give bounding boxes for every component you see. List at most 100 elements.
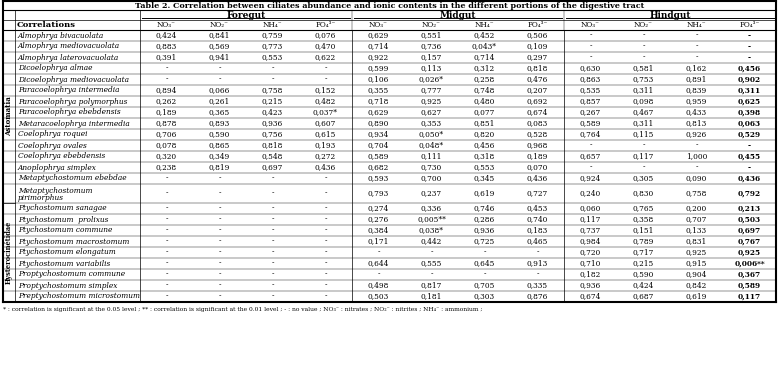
Text: -: - (165, 204, 167, 213)
Text: 0,704: 0,704 (368, 142, 390, 149)
Text: 0,841: 0,841 (209, 31, 230, 40)
Text: 0,925: 0,925 (421, 97, 442, 106)
Text: 0,629: 0,629 (368, 31, 390, 40)
Text: 0,720: 0,720 (580, 248, 601, 256)
Text: 0,529: 0,529 (738, 130, 761, 139)
Text: 0,037*: 0,037* (313, 109, 338, 116)
Text: 0,286: 0,286 (474, 215, 495, 223)
Text: Ptychostomum macrostomum: Ptychostomum macrostomum (18, 237, 129, 246)
Text: 0,590: 0,590 (633, 270, 654, 279)
Text: -: - (324, 76, 326, 83)
Text: 0,819: 0,819 (209, 163, 230, 171)
Text: 0,367: 0,367 (738, 270, 761, 279)
Text: 0,109: 0,109 (527, 43, 548, 50)
Text: -: - (589, 54, 592, 62)
Text: PO₄³⁻: PO₄³⁻ (527, 21, 548, 29)
Text: 0,813: 0,813 (686, 120, 707, 128)
Text: 0,238: 0,238 (156, 163, 177, 171)
Text: 0,746: 0,746 (474, 204, 495, 213)
Text: 0,630: 0,630 (580, 64, 601, 73)
Text: Anoplophrya simplex: Anoplophrya simplex (18, 163, 97, 171)
Text: 0,436: 0,436 (315, 163, 336, 171)
Text: -: - (536, 248, 539, 256)
Text: 0,615: 0,615 (315, 130, 337, 139)
Text: 0,311: 0,311 (633, 120, 654, 128)
Text: -: - (324, 189, 326, 197)
Text: -: - (165, 175, 167, 182)
Text: -: - (324, 282, 326, 289)
Text: 0,890: 0,890 (368, 120, 390, 128)
Text: 0,436: 0,436 (738, 175, 761, 182)
Text: 0,456: 0,456 (738, 64, 761, 73)
Text: -: - (324, 270, 326, 279)
Text: 0,183: 0,183 (527, 227, 548, 234)
Text: -: - (218, 248, 220, 256)
Text: 0,098: 0,098 (633, 97, 654, 106)
Text: 0,773: 0,773 (262, 43, 283, 50)
Text: 0,687: 0,687 (633, 293, 654, 300)
Text: Paracoelophrya ebebdensis: Paracoelophrya ebebdensis (18, 109, 121, 116)
Text: 0,398: 0,398 (738, 109, 761, 116)
Text: 0,455: 0,455 (738, 152, 761, 161)
Text: 0,117: 0,117 (580, 215, 601, 223)
Text: -: - (271, 175, 273, 182)
Text: 0,470: 0,470 (315, 43, 337, 50)
Text: -: - (218, 175, 220, 182)
Text: 0,913: 0,913 (527, 260, 548, 267)
Text: 0,851: 0,851 (474, 120, 495, 128)
Text: 0,258: 0,258 (474, 76, 495, 83)
Text: 0,730: 0,730 (421, 163, 442, 171)
Text: 0,891: 0,891 (686, 76, 707, 83)
Text: 0,893: 0,893 (209, 120, 230, 128)
Text: 0,842: 0,842 (686, 282, 707, 289)
Text: 0,320: 0,320 (156, 152, 177, 161)
Text: -: - (271, 204, 273, 213)
Text: 0,682: 0,682 (368, 163, 390, 171)
Text: 0,358: 0,358 (633, 215, 654, 223)
Text: 0,274: 0,274 (368, 204, 390, 213)
Text: NH₄⁻: NH₄⁻ (474, 21, 495, 29)
Text: 0,922: 0,922 (368, 54, 389, 62)
Text: Coelophrya ebebdensis: Coelophrya ebebdensis (18, 152, 105, 161)
Text: 0,936: 0,936 (580, 282, 601, 289)
Text: 0,077: 0,077 (474, 109, 495, 116)
Text: -: - (642, 142, 645, 149)
Text: 0,941: 0,941 (209, 54, 230, 62)
Text: -: - (748, 142, 751, 149)
Text: 0,831: 0,831 (686, 237, 707, 246)
Text: -: - (165, 215, 167, 223)
Text: 0,700: 0,700 (421, 175, 442, 182)
Text: 0,924: 0,924 (580, 175, 601, 182)
Text: 0,078: 0,078 (156, 142, 177, 149)
Text: 0,629: 0,629 (368, 109, 390, 116)
Text: 0,553: 0,553 (474, 163, 495, 171)
Text: Ptychostomum commune: Ptychostomum commune (18, 227, 112, 234)
Text: 0,503: 0,503 (368, 293, 390, 300)
Text: -: - (165, 76, 167, 83)
Text: 0,876: 0,876 (527, 293, 548, 300)
Text: -: - (642, 54, 645, 62)
Text: 0,759: 0,759 (262, 31, 284, 40)
Text: 0,066: 0,066 (209, 87, 230, 95)
Text: 0,353: 0,353 (421, 120, 442, 128)
Text: PO₄³⁻: PO₄³⁻ (315, 21, 336, 29)
Text: -: - (642, 163, 645, 171)
Text: 0,506: 0,506 (527, 31, 548, 40)
Text: 0,718: 0,718 (368, 97, 390, 106)
Text: 0,207: 0,207 (527, 87, 548, 95)
Text: NO₂⁻: NO₂⁻ (422, 21, 441, 29)
Text: 0,043*: 0,043* (472, 43, 497, 50)
Text: 0,151: 0,151 (633, 227, 654, 234)
Text: -: - (165, 237, 167, 246)
Text: 0,674: 0,674 (580, 293, 601, 300)
Text: 0,456: 0,456 (474, 142, 495, 149)
Text: 0,593: 0,593 (368, 175, 390, 182)
Text: 0,692: 0,692 (527, 97, 548, 106)
Text: 0,607: 0,607 (315, 120, 337, 128)
Text: -: - (589, 43, 592, 50)
Text: 0,767: 0,767 (738, 237, 761, 246)
Text: 0,619: 0,619 (686, 293, 707, 300)
Text: -: - (271, 293, 273, 300)
Text: -: - (748, 31, 751, 40)
Text: -: - (218, 237, 220, 246)
